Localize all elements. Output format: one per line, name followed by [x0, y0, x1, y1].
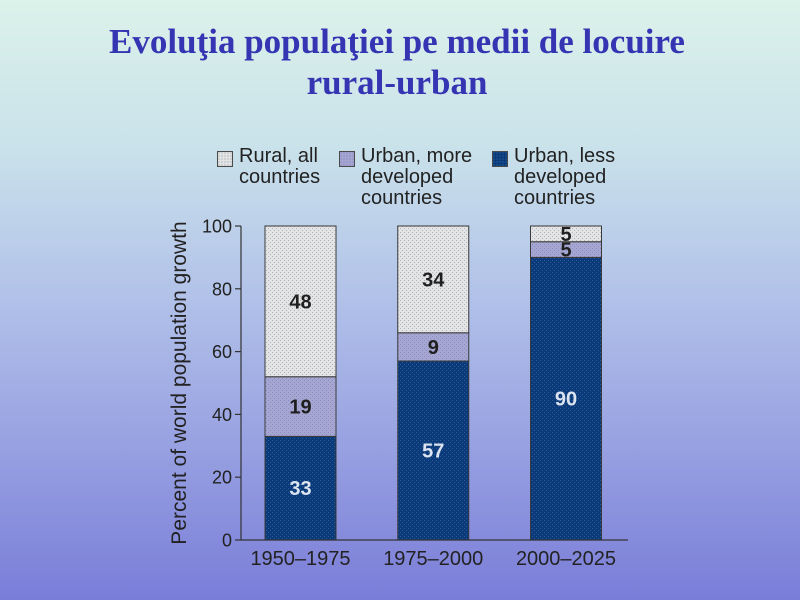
- bar-1975-2000: 57 9 34: [398, 226, 469, 540]
- bar-value-label: 48: [289, 291, 311, 313]
- bar-value-label: 34: [422, 269, 445, 291]
- y-tick-label: 60: [212, 342, 232, 362]
- bar-value-label: 19: [289, 397, 311, 419]
- bar-value-label: 9: [428, 337, 439, 359]
- bar-value-label: 57: [422, 441, 444, 463]
- y-axis-title: Percent of world population growth: [168, 221, 191, 544]
- bar-value-label: 33: [289, 478, 311, 500]
- x-tick-label: 1950–1975: [250, 548, 350, 570]
- y-tick-label: 0: [222, 531, 232, 551]
- y-tick-label: 20: [212, 468, 232, 488]
- x-tick-label: 1975–2000: [383, 548, 483, 570]
- plot-area: 3319481950–1975579341975–200090552000–20…: [202, 217, 628, 571]
- bar-value-label: 90: [555, 389, 577, 411]
- x-tick-label: 2000–2025: [516, 548, 616, 570]
- y-tick-label: 100: [202, 217, 232, 237]
- bar-1950-1975: 33 19 48: [265, 226, 336, 540]
- y-tick-label: 80: [212, 279, 232, 299]
- bar-value-label: 5: [560, 224, 571, 246]
- y-tick-label: 40: [212, 405, 232, 425]
